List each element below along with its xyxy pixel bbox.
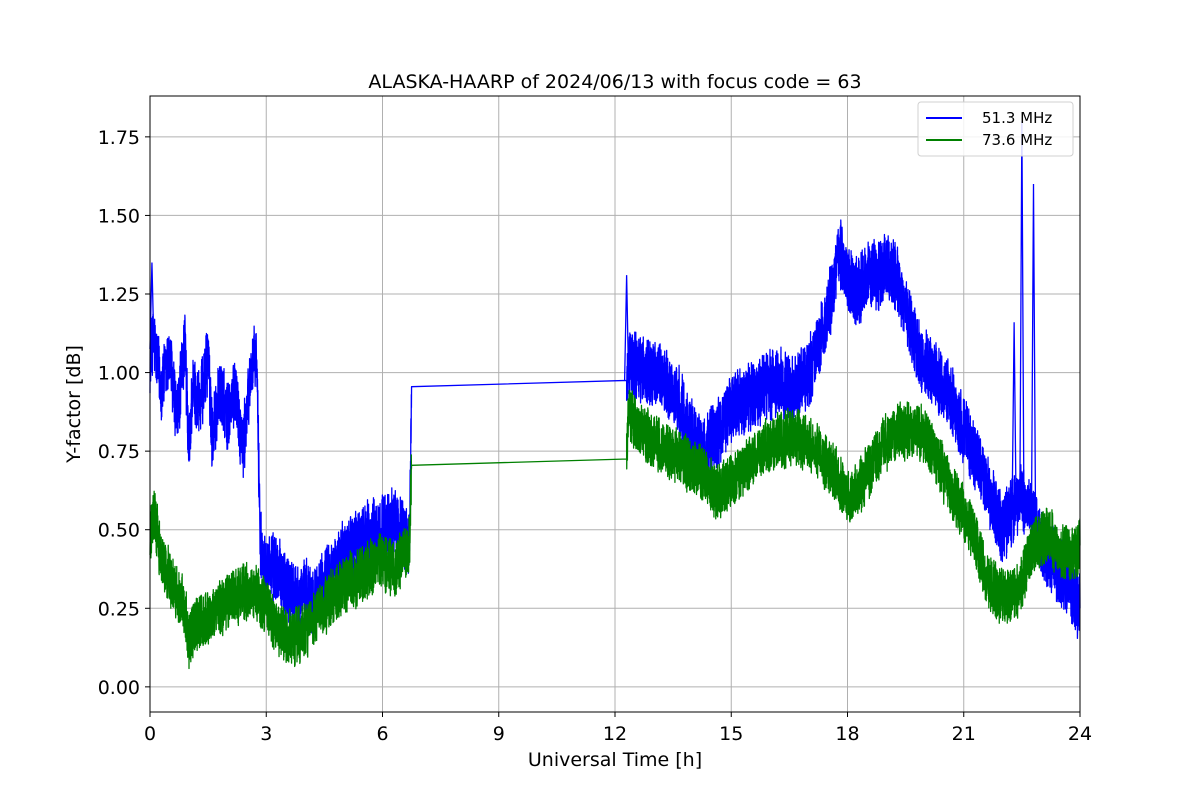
series-spike xyxy=(149,262,155,350)
x-tick-label: 15 xyxy=(719,723,743,745)
legend: 51.3 MHz 73.6 MHz xyxy=(917,101,1074,157)
x-tick-label: 9 xyxy=(493,723,505,745)
x-tick-label: 3 xyxy=(260,723,272,745)
series-line-73-6-mhz xyxy=(149,389,1081,670)
x-axis-label: Universal Time [h] xyxy=(528,749,702,771)
y-tick-label: 1.25 xyxy=(98,284,140,306)
y-tick-label: 0.50 xyxy=(98,520,140,542)
x-tick-label: 24 xyxy=(1068,723,1092,745)
y-tick-label: 0.25 xyxy=(98,598,140,620)
x-tick-label: 0 xyxy=(144,723,156,745)
chart-title: ALASKA-HAARP of 2024/06/13 with focus co… xyxy=(368,71,861,93)
y-tick-label: 1.50 xyxy=(98,205,140,227)
tick-layer: 0 3 6 9 12 15 18 21 24 0.00 0.25 0.50 0.75 1.00 1.25 1.… xyxy=(98,127,1092,745)
series-spike xyxy=(623,275,630,381)
y-tick-label: 0.75 xyxy=(98,441,140,463)
x-tick-label: 21 xyxy=(952,723,976,745)
x-tick-label: 12 xyxy=(603,723,627,745)
y-tick-label: 0.00 xyxy=(98,677,140,699)
y-tick-label: 1.00 xyxy=(98,363,140,385)
series-spike xyxy=(1030,183,1037,515)
legend-label-73mhz: 73.6 MHz xyxy=(982,131,1052,149)
series-line-51-3-mhz xyxy=(149,219,1081,639)
legend-box xyxy=(917,101,1074,157)
legend-label-51mhz: 51.3 MHz xyxy=(982,109,1052,127)
series-spike xyxy=(1011,322,1017,509)
y-axis-label: Y-factor [dB] xyxy=(63,345,85,464)
y-tick-label: 1.75 xyxy=(98,127,140,149)
x-tick-label: 6 xyxy=(376,723,388,745)
x-tick-label: 18 xyxy=(835,723,859,745)
